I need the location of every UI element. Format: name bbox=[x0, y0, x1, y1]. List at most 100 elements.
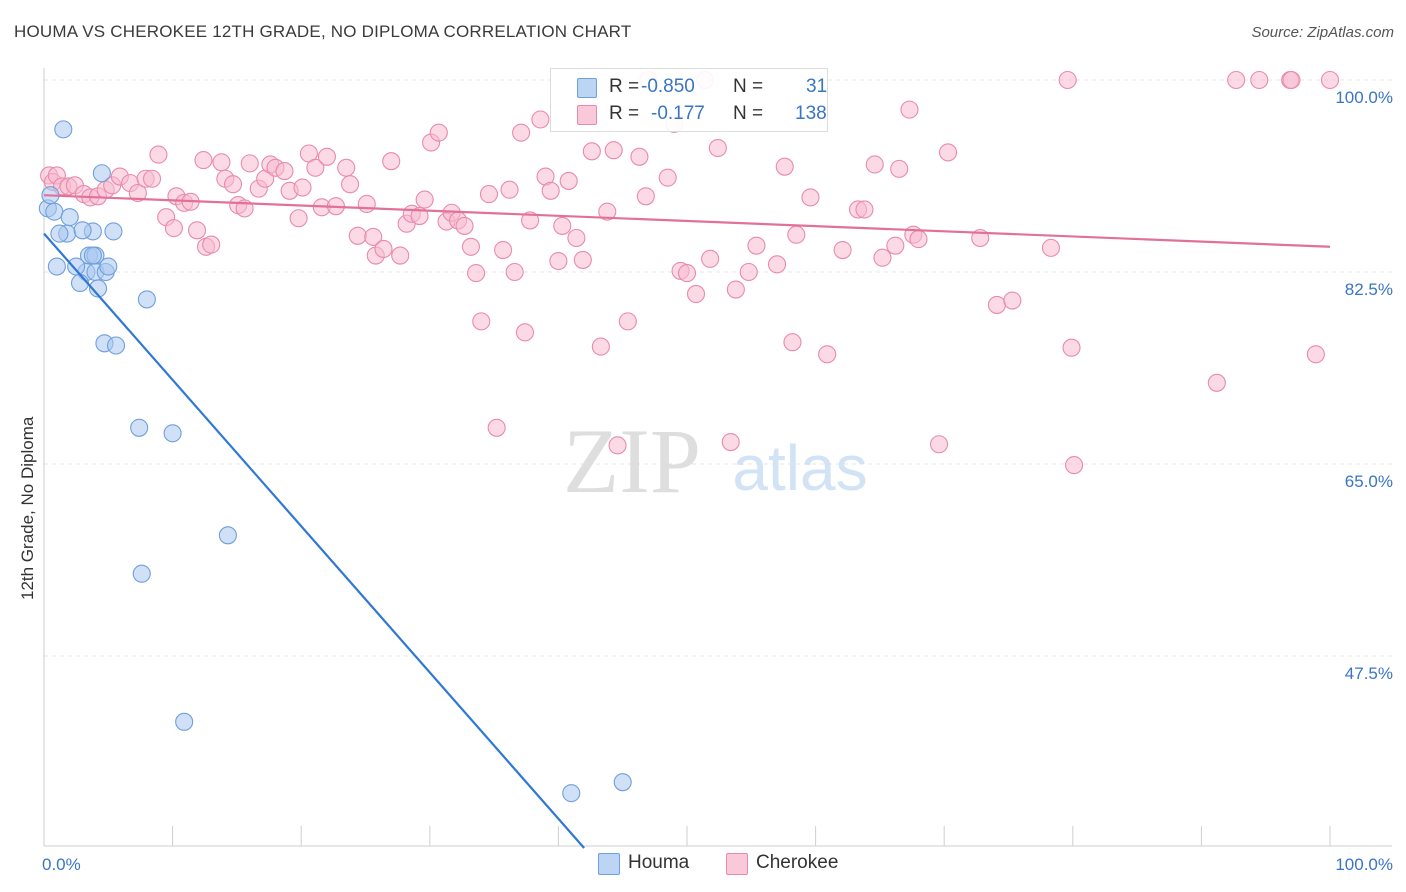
axes bbox=[43, 68, 1392, 847]
cherokee-point bbox=[818, 345, 837, 364]
legend-n-label: N = bbox=[733, 76, 764, 97]
legend-r-label: R = bbox=[609, 103, 640, 124]
cherokee-point bbox=[855, 200, 874, 219]
cherokee-point bbox=[128, 183, 147, 203]
cherokee-point bbox=[608, 436, 627, 455]
trendlines bbox=[43, 194, 1331, 849]
cherokee-point bbox=[1207, 373, 1226, 392]
cherokee-point bbox=[212, 153, 231, 172]
cherokee-point bbox=[317, 147, 336, 166]
cherokee-point bbox=[701, 249, 720, 268]
cherokee-point bbox=[833, 241, 852, 260]
cherokee-point bbox=[890, 159, 909, 178]
cherokee-point bbox=[873, 248, 892, 267]
cherokee-point bbox=[293, 178, 312, 197]
houma-point bbox=[613, 773, 632, 792]
houma-point bbox=[45, 202, 64, 221]
cherokee-point bbox=[142, 169, 162, 188]
houma-point bbox=[104, 222, 123, 241]
cherokee-point bbox=[721, 433, 740, 452]
cherokee-point bbox=[553, 216, 572, 235]
cherokee-point bbox=[604, 141, 623, 160]
cherokee-point bbox=[708, 138, 727, 158]
legend-swatch-houma bbox=[577, 78, 597, 98]
cherokee-point bbox=[549, 251, 568, 271]
cherokee-point bbox=[677, 264, 697, 283]
houma-point bbox=[50, 224, 69, 243]
legend-r-value: -0.850 bbox=[641, 76, 695, 97]
legend-n-label: N = bbox=[733, 103, 764, 124]
cherokee-point bbox=[194, 151, 213, 170]
legend-n-value: 31 bbox=[806, 76, 828, 97]
watermark-zip: ZIP bbox=[563, 410, 701, 512]
cherokee-point bbox=[494, 241, 513, 260]
cherokee-point bbox=[559, 171, 578, 190]
x-tick-label: 0.0% bbox=[42, 855, 81, 874]
houma-point bbox=[175, 712, 194, 731]
cherokee-point bbox=[909, 230, 928, 249]
cherokee-point bbox=[1041, 238, 1060, 257]
cherokee-point bbox=[886, 236, 905, 255]
cherokee-point bbox=[472, 312, 491, 331]
houma-point bbox=[73, 221, 92, 240]
cherokee-point bbox=[900, 100, 919, 119]
houma-point bbox=[163, 424, 182, 443]
cherokee-point bbox=[382, 152, 401, 171]
houma-point bbox=[106, 336, 126, 355]
houma-point bbox=[132, 564, 151, 583]
cherokee-trendline bbox=[43, 194, 1331, 248]
cherokee-point bbox=[341, 175, 360, 194]
cherokee-point bbox=[1062, 338, 1081, 357]
cherokee-point bbox=[1065, 456, 1084, 475]
cherokee-point bbox=[415, 190, 434, 209]
cherokee-point bbox=[223, 175, 243, 194]
cherokee-point bbox=[630, 147, 649, 166]
cherokee-point bbox=[567, 228, 586, 248]
cherokee-point bbox=[783, 333, 802, 352]
legend-r-label: R = bbox=[609, 76, 640, 97]
y-tick-label: 82.5% bbox=[1345, 280, 1393, 299]
cherokee-point bbox=[487, 418, 506, 437]
cherokee-point bbox=[275, 162, 294, 181]
cherokee-point bbox=[739, 262, 758, 282]
cherokee-point bbox=[1227, 70, 1246, 90]
houma-point bbox=[218, 526, 237, 545]
y-tick-label: 100.0% bbox=[1335, 88, 1393, 107]
cherokee-point bbox=[658, 168, 677, 187]
cherokee-point bbox=[930, 435, 949, 454]
houma-point bbox=[562, 784, 581, 803]
cherokee-point bbox=[461, 237, 481, 256]
cherokee-point bbox=[618, 312, 637, 331]
cherokee-point bbox=[787, 225, 806, 244]
houma-point bbox=[99, 257, 118, 276]
cherokee-point bbox=[582, 142, 601, 161]
cherokee-point bbox=[364, 227, 383, 246]
legend-n-value: 138 bbox=[795, 103, 827, 124]
houma-point bbox=[83, 246, 102, 265]
houma-trendline bbox=[43, 232, 585, 849]
cherokee-point bbox=[500, 180, 519, 199]
source-credit: Source: ZipAtlas.com bbox=[1251, 24, 1394, 41]
cherokee-point bbox=[1058, 70, 1077, 90]
cherokee-point bbox=[479, 185, 499, 204]
cherokee-point bbox=[337, 158, 356, 177]
cherokee-point bbox=[455, 216, 474, 235]
houma-label: Houma bbox=[628, 852, 690, 873]
watermark: ZIP atlas bbox=[563, 410, 868, 512]
houma-point bbox=[47, 257, 66, 276]
cherokee-point bbox=[187, 221, 207, 240]
legend-r-value: -0.177 bbox=[651, 103, 705, 124]
cherokee-point bbox=[865, 155, 884, 174]
cherokee-point bbox=[202, 235, 221, 254]
houma-point bbox=[92, 164, 111, 183]
cherokee-point bbox=[289, 209, 308, 228]
cherokee-point bbox=[1320, 70, 1340, 90]
x-tick-label: 100.0% bbox=[1335, 855, 1393, 874]
cherokee-point bbox=[410, 206, 429, 226]
watermark-atlas: atlas bbox=[732, 432, 867, 504]
cherokee-point bbox=[1003, 291, 1022, 310]
cherokee-point bbox=[521, 211, 540, 230]
legend-swatch-cherokee bbox=[577, 105, 597, 125]
cherokee-point bbox=[467, 264, 486, 283]
